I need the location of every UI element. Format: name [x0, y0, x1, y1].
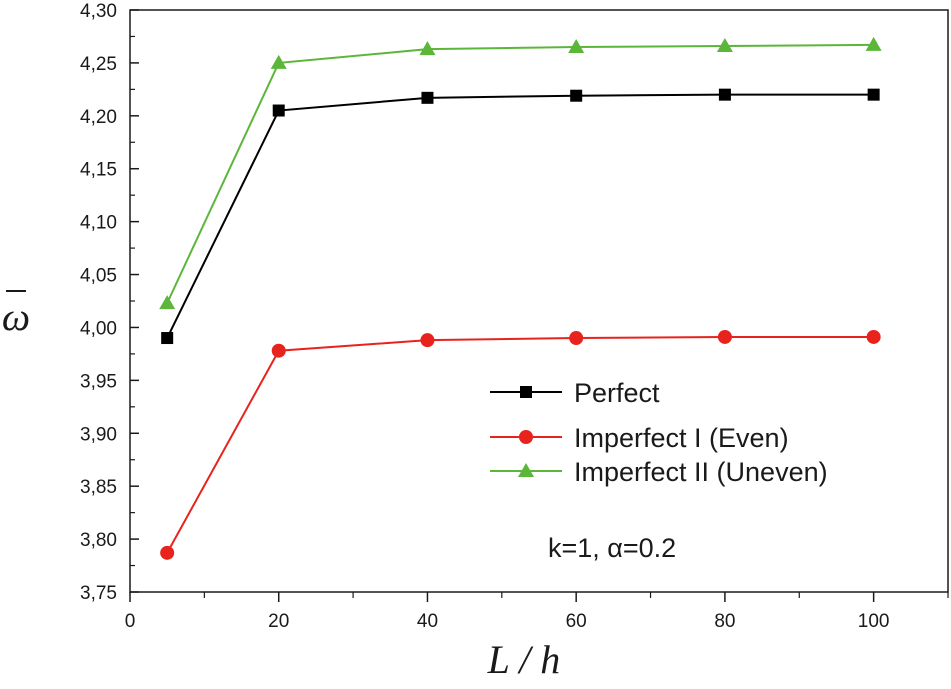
data-point-imperfect-i-even — [717, 329, 732, 344]
data-point-perfect — [718, 88, 731, 101]
x-tick-label: 20 — [268, 611, 289, 632]
series-line-imperfect-ii-uneven — [166, 43, 874, 304]
data-point-perfect — [161, 332, 174, 345]
y-tick-label: 3,85 — [80, 477, 117, 498]
chart-axes: 3,75 3,80 3,85 3,90 3,95 4,00 4,05 4,10 4,15 4,20… — [80, 1, 949, 632]
data-point-imperfect-i-even — [569, 331, 584, 346]
data-point-imperfect-i-even — [866, 329, 881, 344]
legend-label-perfect: Perfect — [574, 378, 660, 408]
annotation-text: k=1, α=0.2 — [548, 533, 676, 563]
data-point-imperfect-ii-uneven — [159, 295, 176, 310]
legend-label-imperfect-i-even: Imperfect I (Even) — [574, 423, 789, 453]
data-point-imperfect-ii-uneven — [865, 36, 882, 51]
x-tick-label: 40 — [417, 611, 438, 632]
legend-marker-imperfect-ii-uneven — [518, 463, 534, 477]
series-layer — [159, 36, 882, 560]
data-point-imperfect-ii-uneven — [419, 41, 436, 56]
data-point-imperfect-ii-uneven — [270, 54, 287, 69]
data-point-imperfect-ii-uneven — [716, 37, 733, 52]
y-tick-label: 4,15 — [80, 160, 117, 181]
y-tick-label: 4,30 — [80, 1, 117, 22]
y-axis-title: ω — [2, 294, 30, 339]
y-tick-label: 4,10 — [80, 213, 117, 234]
data-point-perfect — [421, 91, 434, 104]
y-tick-label: 4,20 — [80, 107, 117, 128]
plot-frame — [129, 9, 949, 593]
y-tick-label: 3,90 — [80, 424, 117, 445]
x-tick-label: 60 — [566, 611, 587, 632]
data-point-perfect — [272, 104, 285, 117]
x-tick-label: 100 — [858, 611, 890, 632]
data-point-imperfect-ii-uneven — [568, 39, 585, 54]
series-line-perfect — [166, 93, 874, 339]
data-point-imperfect-i-even — [160, 545, 175, 560]
legend: Perfect Imperfect I (Even) Imperfect II (U… — [490, 378, 828, 487]
y-tick-label: 3,95 — [80, 371, 117, 392]
data-point-imperfect-i-even — [271, 343, 286, 358]
y-tick-label: 3,80 — [80, 530, 117, 551]
x-tick-label: 80 — [714, 611, 735, 632]
x-axis-title: L / h — [487, 637, 561, 682]
legend-label-imperfect-ii-uneven: Imperfect II (Uneven) — [574, 457, 828, 487]
legend-marker-imperfect-i-even — [519, 430, 533, 444]
data-point-perfect — [867, 88, 880, 101]
series-line-imperfect-i-even — [166, 335, 874, 554]
y-tick-label: 3,75 — [80, 583, 117, 604]
data-point-perfect — [570, 89, 583, 102]
x-tick-label: 0 — [125, 611, 136, 632]
y-tick-label: 4,05 — [80, 266, 117, 287]
y-tick-label: 4,25 — [80, 54, 117, 75]
data-point-imperfect-i-even — [420, 333, 435, 348]
legend-marker-perfect — [520, 386, 532, 398]
y-tick-label: 4,00 — [80, 318, 117, 339]
